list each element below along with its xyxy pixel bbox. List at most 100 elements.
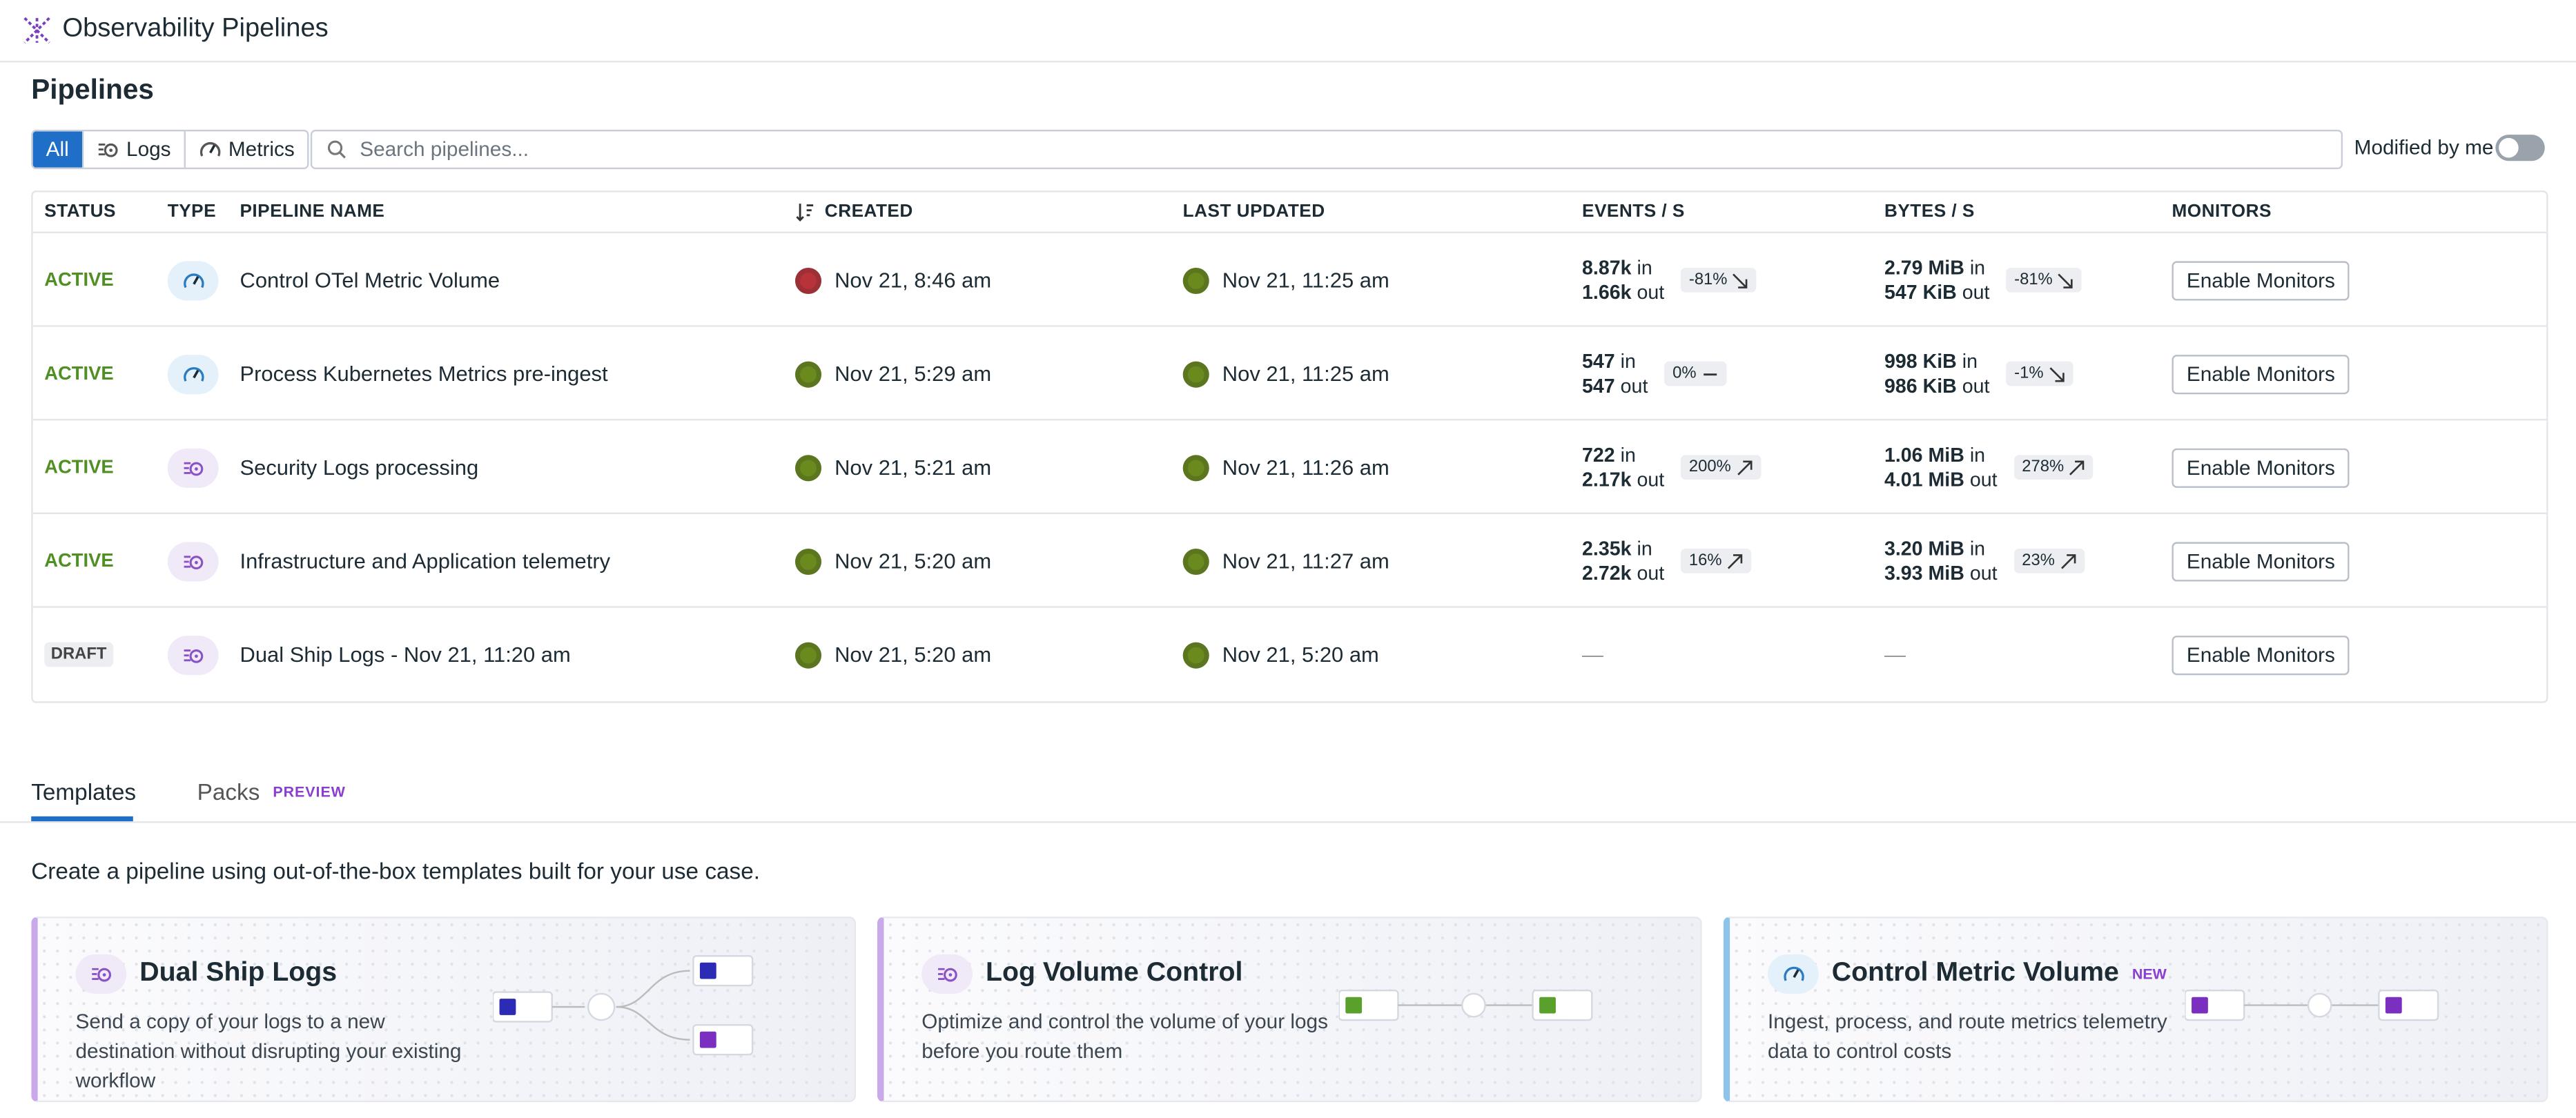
template-card[interactable]: Log Volume Control Optimize and control t… — [877, 916, 1702, 1103]
column-label: BYTES / S — [1884, 202, 1975, 222]
in-value: 722 — [1582, 442, 1615, 466]
avatar — [794, 360, 822, 387]
cell: 2.35k in 2.72k out 16% — [1582, 514, 1752, 608]
search-box[interactable]: Search pipelines... — [310, 130, 2343, 170]
avatar — [1182, 266, 1209, 293]
column-label: STATUS — [44, 202, 116, 222]
out-value: 4.01 MiB — [1884, 467, 1964, 491]
column-header[interactable]: MONITORS — [2172, 192, 2271, 231]
out-value: 2.72k — [1582, 560, 1632, 585]
tab[interactable]: Packs PREVIEW — [197, 778, 346, 805]
io-line: 986 KiB out — [1884, 373, 1989, 398]
cell: ACTIVE — [44, 420, 113, 514]
avatar — [1182, 360, 1209, 387]
in-label: in — [1637, 255, 1652, 279]
logs-icon — [98, 143, 118, 157]
pipeline-name[interactable]: Process Kubernetes Metrics pre-ingest — [240, 361, 608, 386]
cell: Nov 21, 5:29 am — [794, 327, 991, 421]
column-header[interactable]: TYPE — [168, 192, 216, 231]
enable-monitors-button[interactable]: Enable Monitors — [2172, 541, 2350, 581]
pipeline-name[interactable]: Infrastructure and Application telemetry — [240, 548, 611, 573]
template-card[interactable]: Dual Ship Logs Send a copy of your logs t… — [31, 916, 857, 1103]
enable-monitors-button[interactable]: Enable Monitors — [2172, 353, 2350, 394]
out-value: 547 KiB — [1884, 280, 1957, 304]
status: ACTIVE — [44, 270, 114, 291]
column-header[interactable]: PIPELINE NAME — [240, 192, 384, 231]
table-row[interactable]: ACTIVE Control OTel Metric Volume Nov 21, … — [32, 231, 2547, 327]
io-line: 3.20 MiB in — [1884, 536, 1998, 561]
logs-icon — [183, 461, 203, 475]
cell: DRAFT — [44, 608, 113, 702]
cell: Enable Monitors — [2172, 420, 2350, 514]
search-placeholder: Search pipelines... — [360, 137, 529, 161]
metrics-icon — [199, 141, 221, 157]
trend-icon — [2058, 273, 2074, 288]
metrics-icon — [182, 366, 204, 381]
enable-monitors-button[interactable]: Enable Monitors — [2172, 447, 2350, 487]
pipeline-name[interactable]: Control OTel Metric Volume — [240, 267, 500, 293]
in-value: 998 KiB — [1884, 349, 1957, 373]
template-card[interactable]: Control Metric Volume NEW Ingest, process,… — [1723, 916, 2548, 1103]
column-header[interactable]: STATUS — [44, 192, 116, 231]
cell — [167, 608, 219, 702]
tab-label: Packs — [197, 778, 260, 805]
trend-icon — [1737, 460, 1752, 475]
table-row[interactable]: DRAFT Dual Ship Logs - Nov 21, 11:20 am No… — [32, 606, 2547, 702]
cell — [167, 233, 219, 327]
filter-label: All — [46, 137, 69, 161]
cell: Nov 21, 8:46 am — [794, 233, 991, 327]
io-line: 722 in — [1582, 442, 1664, 467]
column-header[interactable]: EVENTS / S — [1582, 192, 1685, 231]
change-value: -81% — [1688, 271, 1728, 289]
pipeline-name[interactable]: Security Logs processing — [240, 455, 479, 480]
table-row[interactable]: ACTIVE Security Logs processing Nov 21, 5:… — [32, 418, 2547, 514]
io-line: 4.01 MiB out — [1884, 467, 1998, 492]
cell: 547 in 547 out 0% — [1582, 327, 1726, 421]
logs-icon — [937, 968, 957, 982]
cell: Enable Monitors — [2172, 233, 2350, 327]
filter-option[interactable]: Logs — [81, 131, 184, 168]
toggle[interactable] — [2495, 135, 2545, 161]
pipelines-table: STATUS TYPE PIPELINE NAME CREATED LAST UPDAT… — [31, 190, 2548, 703]
tab-badge: PREVIEW — [273, 783, 346, 801]
status: ACTIVE — [44, 457, 114, 478]
table-row[interactable]: ACTIVE Process Kubernetes Metrics pre-ing… — [32, 325, 2547, 421]
enable-monitors-button[interactable]: Enable Monitors — [2172, 260, 2350, 300]
sort-icon — [796, 204, 814, 222]
cell: Nov 21, 11:26 am — [1182, 420, 1389, 514]
cell: 998 KiB in 986 KiB out -1% — [1884, 327, 2074, 421]
search-icon — [327, 140, 346, 159]
io-line: 2.79 MiB in — [1884, 255, 1989, 280]
column-header[interactable]: LAST UPDATED — [1183, 192, 1325, 231]
events-io: 8.87k in 1.66k out — [1582, 255, 1664, 304]
filter-option[interactable]: Metrics — [184, 131, 308, 168]
tab-underline — [31, 816, 133, 822]
tab[interactable]: Templates — [31, 778, 136, 805]
column-header[interactable]: BYTES / S — [1884, 192, 1975, 231]
pipeline-name[interactable]: Dual Ship Logs - Nov 21, 11:20 am — [240, 642, 571, 667]
card-title: Dual Ship Logs — [139, 957, 338, 988]
type-pill — [167, 353, 219, 394]
toggle-label: Modified by me — [2354, 136, 2494, 159]
events-io: 2.35k in 2.72k out — [1582, 536, 1664, 585]
in-value: 3.20 MiB — [1884, 536, 1964, 560]
cell: 2.79 MiB in 547 KiB out -81% — [1884, 233, 2082, 327]
column-label: CREATED — [824, 202, 913, 222]
card-icon — [1767, 954, 1819, 994]
trend-icon — [2049, 366, 2065, 382]
column-header[interactable]: CREATED — [795, 192, 913, 231]
enable-monitors-button[interactable]: Enable Monitors — [2172, 634, 2350, 675]
status: ACTIVE — [44, 551, 114, 571]
out-value: 1.66k — [1582, 280, 1632, 304]
cell: Control OTel Metric Volume — [240, 233, 500, 327]
change-badge: -81% — [1680, 267, 1757, 293]
table-row[interactable]: ACTIVE Infrastructure and Application tel… — [32, 512, 2547, 608]
avatar — [1182, 547, 1209, 574]
avatar — [794, 454, 822, 481]
filter-option[interactable]: All — [32, 131, 82, 168]
change-badge: 16% — [1680, 548, 1752, 573]
card-icon — [75, 954, 127, 994]
cell: Nov 21, 11:27 am — [1182, 514, 1389, 608]
cell — [167, 420, 219, 514]
last-updated: Nov 21, 11:25 am — [1222, 267, 1389, 293]
